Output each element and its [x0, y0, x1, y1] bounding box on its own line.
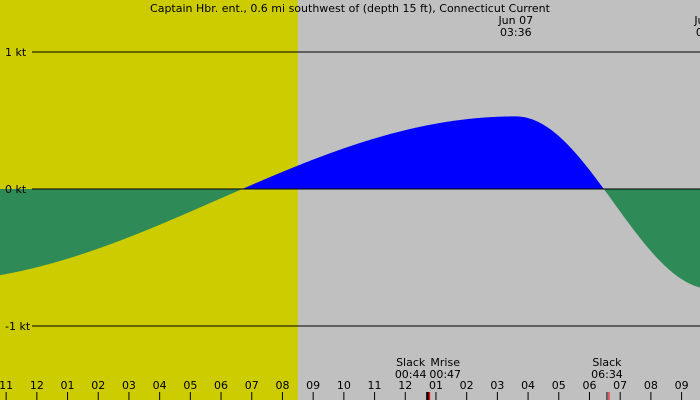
peak-time-label: 09:59 — [696, 26, 700, 39]
hour-tick-label: 01 — [429, 379, 443, 392]
peak-time-label: 03:36 — [500, 26, 532, 39]
hour-tick-label: 01 — [61, 379, 75, 392]
y-tick-label: 0 kt — [5, 183, 27, 196]
y-axis-labels: 1 kt 0 kt -1 kt — [5, 46, 31, 333]
flood-area — [0, 116, 700, 189]
event-labels: Slack00:44Mrise00:47Slack06:34Mset11:58S… — [395, 356, 623, 381]
hour-tick-label: 02 — [91, 379, 105, 392]
hour-tick-label: 06 — [214, 379, 228, 392]
hour-tick-label: 12 — [30, 379, 44, 392]
hour-tick-label: 09 — [675, 379, 689, 392]
event-time-label: 00:47 — [429, 368, 461, 381]
event-name-label: Slack — [592, 356, 622, 369]
hour-tick-label: 12 — [398, 379, 412, 392]
peak-date-label: Jun 07 — [693, 14, 700, 27]
y-tick-label: -1 kt — [5, 320, 31, 333]
hour-tick-label: 06 — [582, 379, 596, 392]
hour-tick-label: 05 — [183, 379, 197, 392]
hour-tick-label: 04 — [153, 379, 167, 392]
event-time-label: 06:34 — [591, 368, 623, 381]
hour-tick-label: 07 — [245, 379, 259, 392]
event-name-label: Slack — [396, 356, 426, 369]
hour-tick-label: 04 — [521, 379, 535, 392]
hour-tick-label: 08 — [644, 379, 658, 392]
hour-tick-label: 03 — [122, 379, 136, 392]
hour-tick-label: 08 — [275, 379, 289, 392]
event-time-label: 00:44 — [395, 368, 427, 381]
y-tick-label: 1 kt — [5, 46, 27, 59]
hour-tick-label: 03 — [490, 379, 504, 392]
gridlines — [32, 51, 700, 327]
hour-tick-label: 11 — [0, 379, 13, 392]
event-name-label: Mrise — [430, 356, 460, 369]
hour-tick-label: 05 — [552, 379, 566, 392]
ebb-area — [0, 189, 700, 288]
chart-title: Captain Hbr. ent., 0.6 mi southwest of (… — [150, 2, 551, 15]
hour-tick-label: 10 — [337, 379, 351, 392]
hour-tick-label: 11 — [368, 379, 382, 392]
hour-tick-label: 02 — [460, 379, 474, 392]
hour-axis: 11 12 01 02 03 04 05 06 07 08 09 10 11 12 01 02 03 04 05 06… — [0, 379, 689, 400]
peak-date-label: Jun 07 — [497, 14, 533, 27]
hour-tick-label: 07 — [613, 379, 627, 392]
hour-tick-label: 09 — [306, 379, 320, 392]
